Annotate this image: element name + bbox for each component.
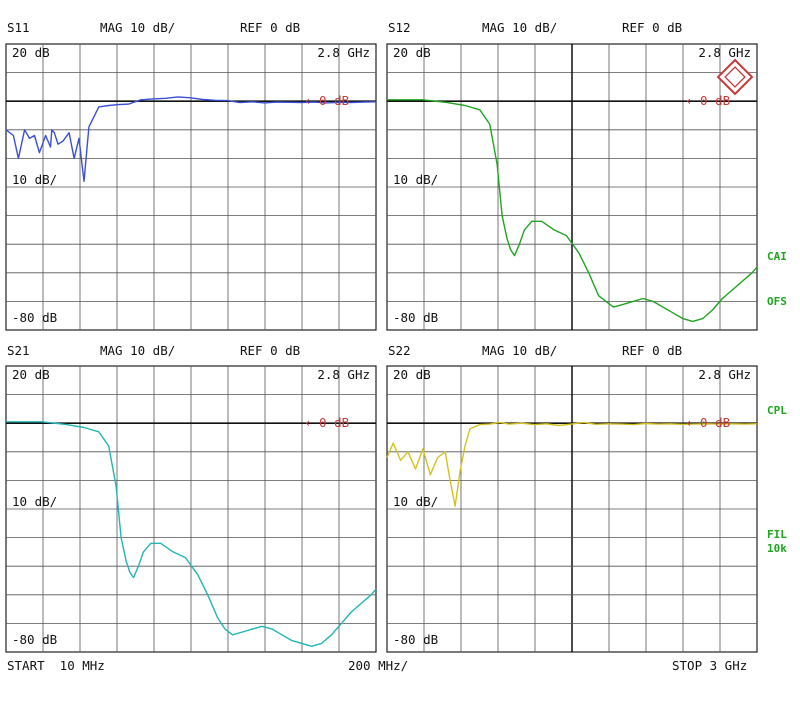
s22-trace <box>386 421 758 507</box>
s21-ref-label: REF 0 dB <box>240 343 301 358</box>
s12-stop-display-label: 2.8 GHz <box>698 45 751 60</box>
s11-top-scale-label: 20 dB <box>12 45 50 60</box>
s12-top-scale-label: 20 dB <box>393 45 431 60</box>
s21-top-scale-label: 20 dB <box>12 367 50 382</box>
s21-scale-per-div-label: 10 dB/ <box>12 494 57 509</box>
s21-bottom-scale-label: -80 dB <box>12 632 57 647</box>
frequency-per-division-label: 200 MHz/ <box>348 658 409 673</box>
s12-scale-per-div-label: 10 dB/ <box>393 172 438 187</box>
s22-plot <box>386 365 758 653</box>
s22-top-scale-label: 20 dB <box>393 367 431 382</box>
s12-mag-label: MAG 10 dB/ <box>482 20 558 35</box>
s21-stop-display-label: 2.8 GHz <box>317 367 370 382</box>
rohde-schwarz-logo-frame <box>716 58 754 96</box>
s11-bottom-scale-label: -80 dB <box>12 310 57 325</box>
s11-scale-per-div-label: 10 dB/ <box>12 172 57 187</box>
s21-reference-marker: ‹ 0 dB <box>304 415 349 430</box>
s22-stop-display-label: 2.8 GHz <box>698 367 751 382</box>
s22-scale-per-div-label: 10 dB/ <box>393 494 438 509</box>
stop-frequency-label: STOP 3 GHz <box>672 658 748 673</box>
ofs-indicator: OFS <box>767 295 787 308</box>
s22-bottom-scale-label: -80 dB <box>393 632 438 647</box>
cai-indicator: CAI <box>767 250 787 263</box>
s21-param-label: S21 <box>7 343 30 358</box>
s22-ref-label: REF 0 dB <box>622 343 683 358</box>
s12-reference-marker: ‹ 0 dB <box>685 93 730 108</box>
s22-param-label: S22 <box>388 343 411 358</box>
s11-mag-label: MAG 10 dB/ <box>100 20 176 35</box>
s22-mag-label: MAG 10 dB/ <box>482 343 558 358</box>
s11-trace <box>5 96 377 182</box>
s11-plot <box>5 43 377 331</box>
rohde-schwarz-logo <box>716 58 754 96</box>
s11-ref-label: REF 0 dB <box>240 20 301 35</box>
s12-plot <box>386 43 758 331</box>
s11-stop-display-label: 2.8 GHz <box>317 45 370 60</box>
s11-reference-marker: ‹ 0 dB <box>304 93 349 108</box>
s12-ref-label: REF 0 dB <box>622 20 683 35</box>
start-frequency-label: START 10 MHz <box>7 658 105 673</box>
s21-mag-label: MAG 10 dB/ <box>100 343 176 358</box>
s21-plot <box>5 365 377 653</box>
rohde-schwarz-logo-inner <box>724 66 746 88</box>
s12-param-label: S12 <box>388 20 411 35</box>
fil-bandwidth-indicator: 10k <box>767 542 787 555</box>
s21-trace <box>6 421 377 647</box>
cpl-indicator: CPL <box>767 404 787 417</box>
s11-param-label: S11 <box>7 20 30 35</box>
s12-bottom-scale-label: -80 dB <box>393 310 438 325</box>
s22-reference-marker: ‹ 0 dB <box>685 415 730 430</box>
fil-indicator: FIL <box>767 528 787 541</box>
s12-trace <box>387 99 758 323</box>
